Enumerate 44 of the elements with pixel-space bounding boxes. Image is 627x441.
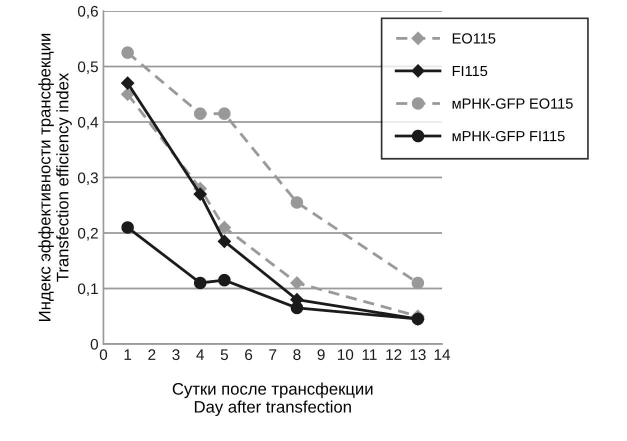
y-tick-label: 0,2 bbox=[78, 228, 98, 240]
point bbox=[290, 276, 304, 290]
x-tick-label: 7 bbox=[269, 349, 276, 360]
legend-label: мРНК-GFP FI115 bbox=[452, 130, 565, 142]
x-tick-label: 0 bbox=[100, 349, 108, 360]
point bbox=[412, 312, 424, 326]
x-tick-label: 1 bbox=[124, 349, 132, 360]
legend-label: мРНК-GFP EO115 bbox=[452, 98, 573, 109]
point bbox=[218, 274, 231, 286]
x-tick-label: 4 bbox=[196, 349, 204, 360]
point bbox=[121, 76, 134, 90]
point bbox=[121, 46, 134, 59]
y-tick-label: 0,1 bbox=[78, 283, 98, 296]
point bbox=[218, 107, 231, 120]
x-tick-label: 6 bbox=[245, 349, 252, 360]
y-tick-label: 0,5 bbox=[78, 61, 98, 74]
point bbox=[194, 107, 206, 120]
x-tick-label: 13 bbox=[410, 349, 426, 360]
point bbox=[218, 220, 231, 234]
x-tick-label: 5 bbox=[220, 349, 228, 360]
y-tick-label: 0,3 bbox=[78, 172, 98, 185]
point bbox=[290, 302, 304, 314]
y-axis-title: Индекс эффективности трансфекции Transfection efficiency index bbox=[38, 34, 72, 321]
point bbox=[121, 221, 134, 234]
x-tick-label: 8 bbox=[293, 349, 301, 360]
x-tick-label: 10 bbox=[338, 349, 354, 360]
x-tick-label: 11 bbox=[362, 349, 377, 360]
x-tick-label: 3 bbox=[172, 349, 180, 360]
x-axis-title: Сутки после трансфекции Day after transfection bbox=[172, 382, 372, 416]
x-tick-label: 12 bbox=[386, 349, 402, 360]
point bbox=[218, 234, 231, 248]
point bbox=[412, 276, 424, 290]
point bbox=[194, 188, 207, 201]
legend-label: EO115 bbox=[452, 33, 496, 44]
y-tick-label: 0,4 bbox=[78, 116, 98, 130]
y-tick-label: 0,6 bbox=[78, 6, 98, 19]
y-tick-label: 0 bbox=[90, 338, 98, 350]
x-tick-label: 2 bbox=[148, 349, 156, 360]
point bbox=[290, 196, 304, 209]
x-tick-label: 14 bbox=[434, 349, 450, 360]
point bbox=[194, 276, 206, 290]
legend-label: FI115 bbox=[452, 66, 488, 76]
point bbox=[121, 88, 134, 101]
x-tick-label: 9 bbox=[318, 349, 325, 360]
